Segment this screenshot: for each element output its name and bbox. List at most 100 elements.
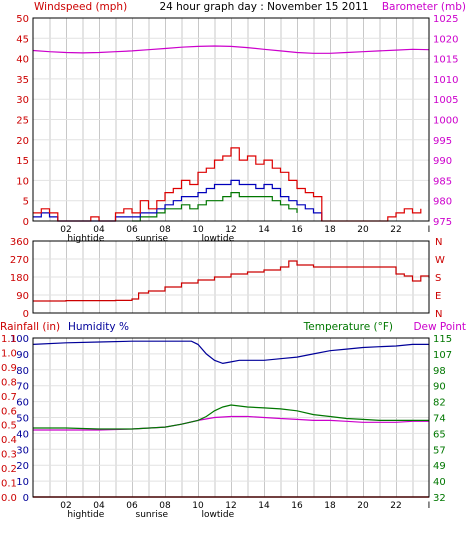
- rainfall-y-tick-label: 0.6: [1, 406, 17, 417]
- wind-y-tick-label: 30: [16, 95, 29, 106]
- panel3-tide-label: lowtide: [201, 510, 234, 520]
- humidity-y-tick-label: 60: [16, 398, 29, 409]
- rainfall-y-tick-label: 0.4: [1, 435, 17, 446]
- wind-y-tick-label: 45: [16, 34, 29, 45]
- winddir-y-tick-label: 0: [23, 309, 29, 320]
- temperature-axis-title: Temperature (°F): [303, 321, 393, 333]
- panel3-x-tick-label: I: [428, 501, 431, 511]
- wind-y-tick-label: 25: [16, 116, 29, 127]
- panel1-x-tick-label: 04: [93, 225, 105, 235]
- temperature-y-tick-label: 49: [433, 461, 446, 472]
- panel1-tide-label: sunrise: [136, 234, 169, 244]
- humidity-series-line: [32, 340, 429, 365]
- humidity-y-tick-label: 20: [16, 461, 29, 472]
- temperature-y-tick-label: 98: [433, 366, 446, 377]
- winddir-y-tick-label: 180: [10, 273, 29, 284]
- panel1-tide-label: hightide: [67, 234, 104, 244]
- panel3-tide-label: hightide: [67, 510, 104, 520]
- humidity-y-tick-label: 100: [10, 334, 29, 345]
- humidity-y-tick-label: 10: [16, 477, 29, 488]
- panel1-x-tick-label: 16: [291, 225, 303, 235]
- baro-y-tick-label: 1000: [433, 116, 458, 127]
- baro-y-tick-label: 990: [433, 156, 452, 167]
- rainfall-y-tick-label: 0.7: [1, 392, 17, 403]
- panel3-x-tick-label: 14: [258, 501, 270, 511]
- winddir-y-tick-label: 90: [16, 291, 29, 302]
- baro-y-tick-label: 975: [433, 217, 452, 228]
- temperature-y-tick-label: 107: [433, 350, 452, 361]
- humidity-y-tick-label: 40: [16, 429, 29, 440]
- temperature-y-tick-label: 32: [433, 493, 446, 504]
- panel3-x-tick-label: 02: [60, 501, 71, 511]
- panel1-x-tick-label: 02: [60, 225, 71, 235]
- panel1-x-tick-label: 10: [192, 225, 204, 235]
- baro-y-tick-label: 1025: [433, 14, 458, 25]
- panel1-x-tick-label: 12: [225, 225, 236, 235]
- humidity-y-tick-label: 0: [23, 493, 29, 504]
- compass-y-tick-label: N: [435, 309, 442, 320]
- temperature-y-tick-label: 90: [433, 382, 446, 393]
- rainfall-y-tick-label: 1.1: [1, 334, 17, 345]
- temperature-y-tick-label: 65: [433, 429, 446, 440]
- compass-y-tick-label: E: [435, 291, 441, 302]
- temperature-y-tick-label: 57: [433, 445, 446, 456]
- baro-y-tick-label: 1020: [433, 34, 458, 45]
- panel3-x-tick-label: 18: [324, 501, 336, 511]
- wind-y-tick-label: 20: [16, 136, 29, 147]
- panel2-frame: [32, 240, 430, 314]
- rainfall-y-tick-label: 0.2: [1, 464, 17, 475]
- panel3-x-tick-label: 20: [357, 501, 369, 511]
- rainfall-y-tick-label: 0.3: [1, 450, 17, 461]
- humidity-y-tick-label: 50: [16, 414, 29, 425]
- rainfall-y-tick-label: 0.9: [1, 363, 17, 374]
- panel1-frame: [32, 17, 430, 222]
- panel1-x-tick-label: 06: [126, 225, 138, 235]
- panels-group: 0510152025303540455097598098599099510001…: [1, 14, 458, 520]
- wind-y-tick-label: 5: [23, 197, 29, 208]
- panel1-x-tick-label: 20: [357, 225, 369, 235]
- panel3-x-tick-label: 16: [291, 501, 303, 511]
- wind-axis-title: Windspeed (mph): [34, 1, 127, 13]
- temperature-y-tick-label: 74: [433, 414, 446, 425]
- baro-y-tick-label: 1010: [433, 75, 458, 86]
- wind-y-tick-label: 10: [16, 176, 29, 187]
- wind-y-tick-label: 35: [16, 75, 29, 86]
- wind-y-tick-label: 15: [16, 156, 29, 167]
- rainfall-y-tick-label: 0.1: [1, 479, 17, 490]
- panel1-tide-label: lowtide: [201, 234, 234, 244]
- panel1-x-tick-label: 22: [390, 225, 401, 235]
- panel3-x-tick-label: 08: [159, 501, 171, 511]
- baro-y-tick-label: 985: [433, 176, 452, 187]
- panel3-tide-label: sunrise: [136, 510, 169, 520]
- wind-y-tick-label: 50: [16, 14, 29, 25]
- rainfall-y-tick-label: 0.5: [1, 421, 17, 432]
- temperature-series-line: [33, 404, 429, 430]
- rainfall-y-tick-label: 0.0: [1, 493, 17, 504]
- graph-title: 24 hour graph day : November 15 2011: [159, 1, 368, 13]
- wind-low-series-line: [132, 192, 298, 222]
- baro-y-tick-label: 980: [433, 197, 452, 208]
- temperature-y-tick-label: 40: [433, 477, 446, 488]
- humidity-y-tick-label: 90: [16, 350, 29, 361]
- panel1-x-tick-label: 18: [324, 225, 336, 235]
- panel3-frame: [32, 337, 430, 498]
- rainfall-y-tick-label: 1.0: [1, 348, 17, 359]
- dewpoint-axis-title: Dew Point: [413, 321, 466, 333]
- panel3-x-tick-label: 06: [126, 501, 138, 511]
- barometer-series-line: [32, 45, 430, 54]
- humidity-axis-title: Humidity %: [68, 321, 129, 333]
- wind-y-tick-label: 40: [16, 55, 29, 66]
- humidity-y-tick-label: 80: [16, 366, 29, 377]
- rainfall-axis-title: Rainfall (in): [0, 321, 60, 333]
- baro-y-tick-label: 1005: [433, 95, 458, 106]
- winddir-y-tick-label: 360: [10, 237, 29, 248]
- humidity-y-tick-label: 70: [16, 382, 29, 393]
- temperature-y-tick-label: 115: [433, 334, 452, 345]
- panel3-x-tick-label: 04: [93, 501, 105, 511]
- panel3-x-tick-label: 22: [390, 501, 401, 511]
- panel3-x-tick-label: 10: [192, 501, 204, 511]
- panel1-x-tick-label: 14: [258, 225, 270, 235]
- baro-y-tick-label: 1015: [433, 55, 458, 66]
